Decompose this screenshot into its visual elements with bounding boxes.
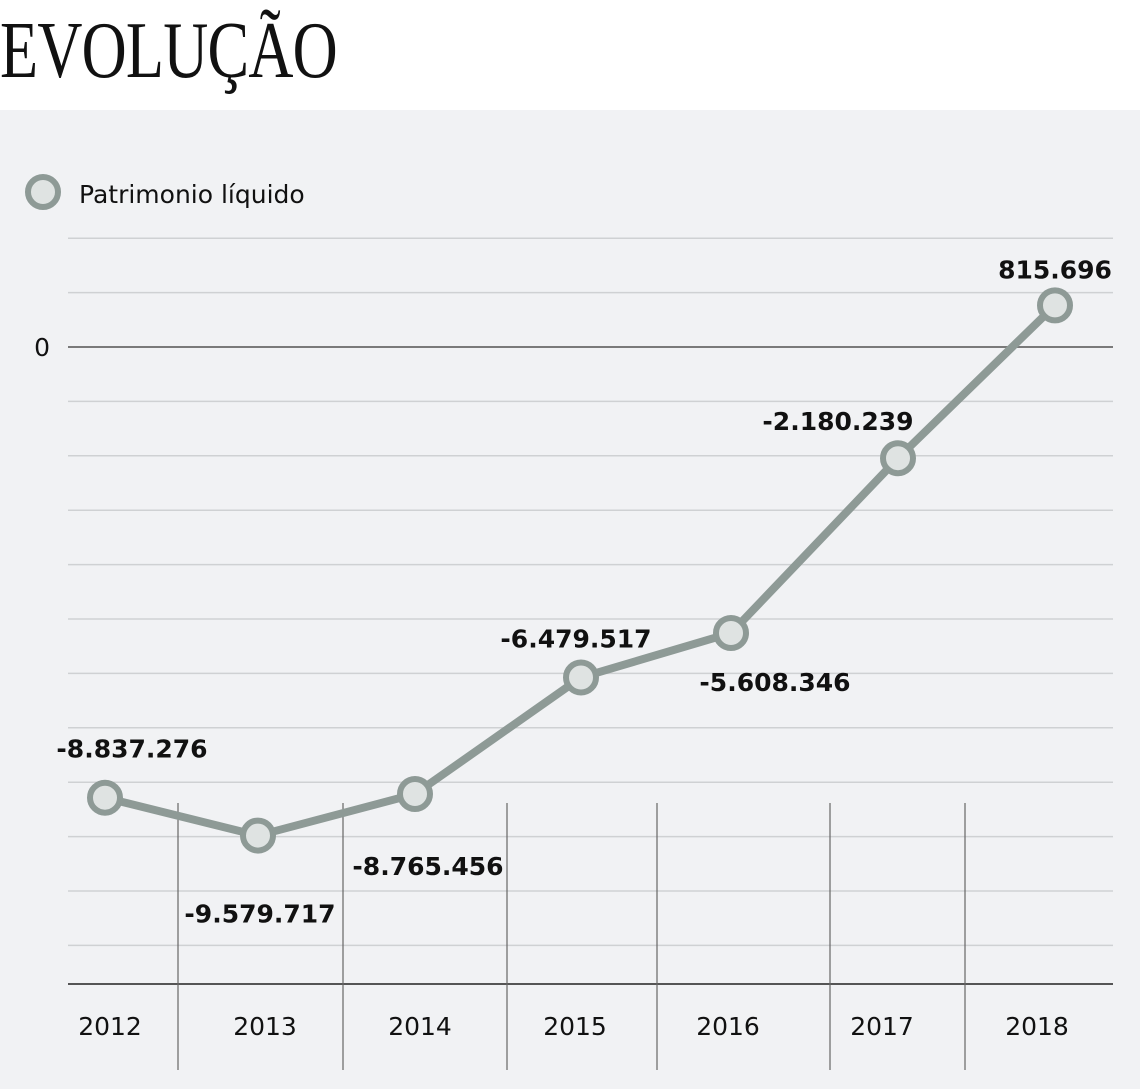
x-tick-label: 2014 bbox=[388, 1012, 452, 1041]
data-label: -9.579.717 bbox=[184, 900, 335, 929]
data-point bbox=[397, 776, 433, 813]
data-point bbox=[1037, 287, 1073, 324]
x-tick-label: 2016 bbox=[696, 1012, 760, 1041]
x-tick-label: 2018 bbox=[1005, 1012, 1069, 1041]
data-label: 815.696 bbox=[998, 255, 1112, 284]
data-label: -8.765.456 bbox=[352, 852, 503, 881]
data-point bbox=[563, 659, 599, 696]
x-tick-label: 2015 bbox=[543, 1012, 607, 1041]
series-line bbox=[104, 302, 1058, 840]
legend: Patrimonio líquido bbox=[25, 174, 305, 210]
chart-title: EVOLUÇÃO bbox=[0, 7, 338, 95]
data-point bbox=[240, 817, 276, 854]
data-label: -6.479.517 bbox=[500, 624, 651, 653]
x-tick-label: 2012 bbox=[78, 1012, 142, 1041]
x-tick-label: 2017 bbox=[850, 1012, 914, 1041]
data-label: -2.180.239 bbox=[762, 407, 913, 436]
legend-marker-icon bbox=[25, 174, 61, 210]
data-label: -8.837.276 bbox=[56, 735, 207, 764]
chart-panel bbox=[0, 110, 1140, 1089]
y-tick-label-zero: 0 bbox=[34, 333, 50, 362]
x-tick-label: 2013 bbox=[233, 1012, 297, 1041]
data-point bbox=[880, 440, 916, 477]
data-label: -5.608.346 bbox=[699, 668, 850, 697]
data-point bbox=[87, 779, 123, 816]
data-point bbox=[713, 615, 749, 652]
legend-label: Patrimonio líquido bbox=[79, 180, 305, 209]
